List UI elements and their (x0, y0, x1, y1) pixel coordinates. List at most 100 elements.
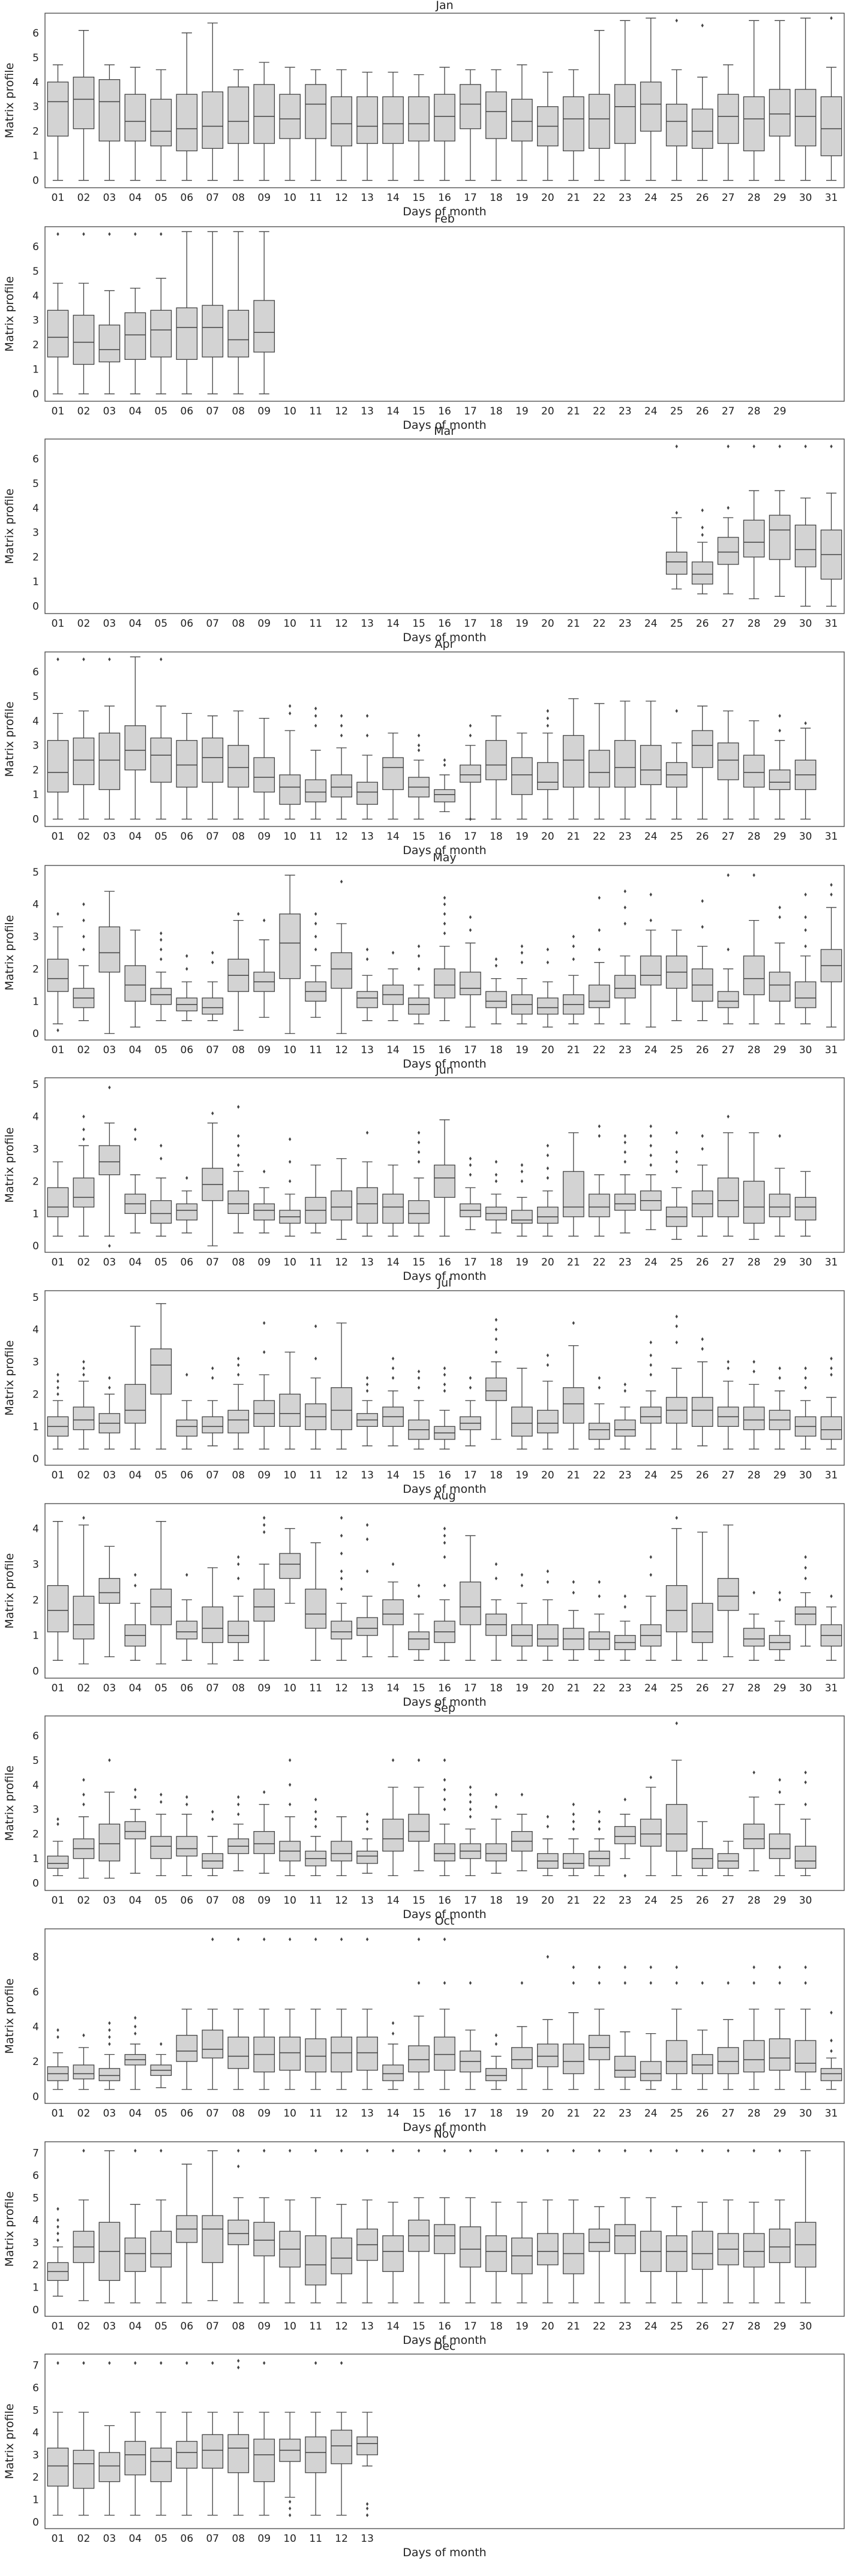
y-tick-label: 3 (32, 931, 39, 943)
outlier-point (675, 1721, 678, 1726)
y-tick-label: 2 (32, 2472, 39, 2484)
box-day-04 (124, 1325, 146, 1450)
box-day-05 (150, 232, 172, 395)
box-iqr (279, 913, 301, 979)
outlier-point (314, 1824, 317, 1829)
x-tick-label: 30 (799, 1044, 812, 1056)
outlier-point (443, 1981, 446, 1985)
x-tick-label: 16 (438, 2108, 451, 2120)
x-tick-label: 11 (309, 405, 322, 417)
box-day-04 (124, 1128, 146, 1234)
x-tick-label: 03 (103, 1895, 116, 1907)
x-tick-label: 24 (644, 405, 658, 417)
box-day-06 (176, 954, 198, 1021)
x-tick-label: 09 (257, 405, 271, 417)
outlier-point (340, 1937, 343, 1941)
x-tick-label: 30 (799, 2108, 812, 2120)
x-tick-label: 29 (773, 2320, 787, 2332)
box-day-15 (408, 1937, 430, 2090)
outlier-point (263, 1321, 266, 1325)
box-iqr (588, 94, 610, 149)
x-tick-label: 05 (155, 831, 168, 843)
x-tick-label: 24 (644, 1469, 658, 1481)
x-tick-label: 03 (103, 618, 116, 630)
box-iqr (640, 1818, 662, 1847)
box-day-13 (356, 1812, 378, 1874)
y-tick-label: 0 (32, 175, 39, 187)
outlier-point (443, 1807, 446, 1811)
plot-frame (44, 865, 845, 1041)
box-iqr (202, 997, 224, 1015)
outlier-point (443, 1758, 446, 1762)
box-day-12 (331, 1937, 352, 2090)
outlier-point (82, 2361, 85, 2365)
outlier-point (314, 1356, 317, 1361)
outlier-point (727, 1366, 730, 1370)
x-tick-label: 01 (52, 1044, 65, 1056)
box-day-16 (434, 67, 455, 181)
outlier-point (134, 1583, 137, 1588)
x-tick-label: 02 (77, 2533, 91, 2545)
outlier-point (727, 873, 730, 877)
y-tick-label: 1 (32, 996, 39, 1008)
outlier-point (134, 2031, 137, 2036)
x-tick-label: 18 (490, 618, 503, 630)
outlier-point (365, 2148, 369, 2153)
box-day-10 (279, 874, 301, 1034)
box-day-22 (588, 1965, 610, 2090)
y-tick-label: 0 (32, 2517, 39, 2529)
box-iqr (176, 1203, 198, 1221)
box-day-18 (485, 715, 507, 820)
x-tick-label: 28 (748, 2320, 761, 2332)
box-day-05 (150, 1792, 172, 1877)
x-tick-label: 31 (825, 192, 838, 204)
box-iqr (356, 1617, 378, 1636)
box-iqr (202, 91, 224, 149)
box-day-14 (382, 71, 404, 181)
x-axis-label: Days of month (403, 1057, 486, 1071)
outlier-point (237, 2365, 240, 2370)
x-tick-label: 03 (103, 2533, 116, 2545)
outlier-point (288, 2506, 292, 2511)
outlier-point (830, 1372, 833, 1377)
x-tick-label: 13 (361, 192, 374, 204)
box-day-18 (485, 2148, 507, 2304)
outlier-point (56, 1372, 59, 1377)
box-day-20 (537, 1569, 559, 1661)
outlier-point (365, 714, 369, 718)
plot-frame (44, 651, 845, 827)
box-iqr (150, 737, 172, 783)
box-iqr (253, 1830, 275, 1854)
box-day-26 (691, 23, 713, 181)
outlier-point (598, 947, 601, 952)
box-day-04 (124, 2016, 146, 2090)
box-day-07 (202, 1366, 224, 1447)
outlier-point (288, 1802, 292, 1806)
outlier-point (830, 16, 833, 20)
x-tick-label: 24 (644, 1257, 658, 1269)
box-iqr (691, 561, 713, 585)
box-day-24 (640, 701, 662, 820)
outlier-point (675, 1314, 678, 1319)
x-tick-label: 08 (232, 831, 245, 843)
box-day-23 (614, 701, 636, 820)
box-day-18 (485, 957, 507, 1024)
outlier-point (56, 2028, 59, 2032)
x-tick-label: 07 (206, 1257, 219, 1269)
box-day-16 (434, 1366, 455, 1450)
x-tick-label: 31 (825, 1044, 838, 1056)
outlier-point (494, 1576, 498, 1580)
outlier-point (701, 508, 704, 513)
x-tick-label: 26 (696, 2320, 709, 2332)
x-tick-label: 15 (412, 2320, 425, 2332)
x-tick-label: 14 (386, 1469, 400, 1481)
box-iqr (331, 2237, 352, 2274)
y-axis-label: Matrix profile (3, 2404, 16, 2479)
x-tick-label: 16 (438, 1044, 451, 1056)
box-day-28 (743, 444, 765, 600)
box-day-07 (202, 2150, 224, 2301)
outlier-point (237, 1134, 240, 1138)
outlier-point (56, 1028, 59, 1033)
outlier-point (830, 883, 833, 887)
